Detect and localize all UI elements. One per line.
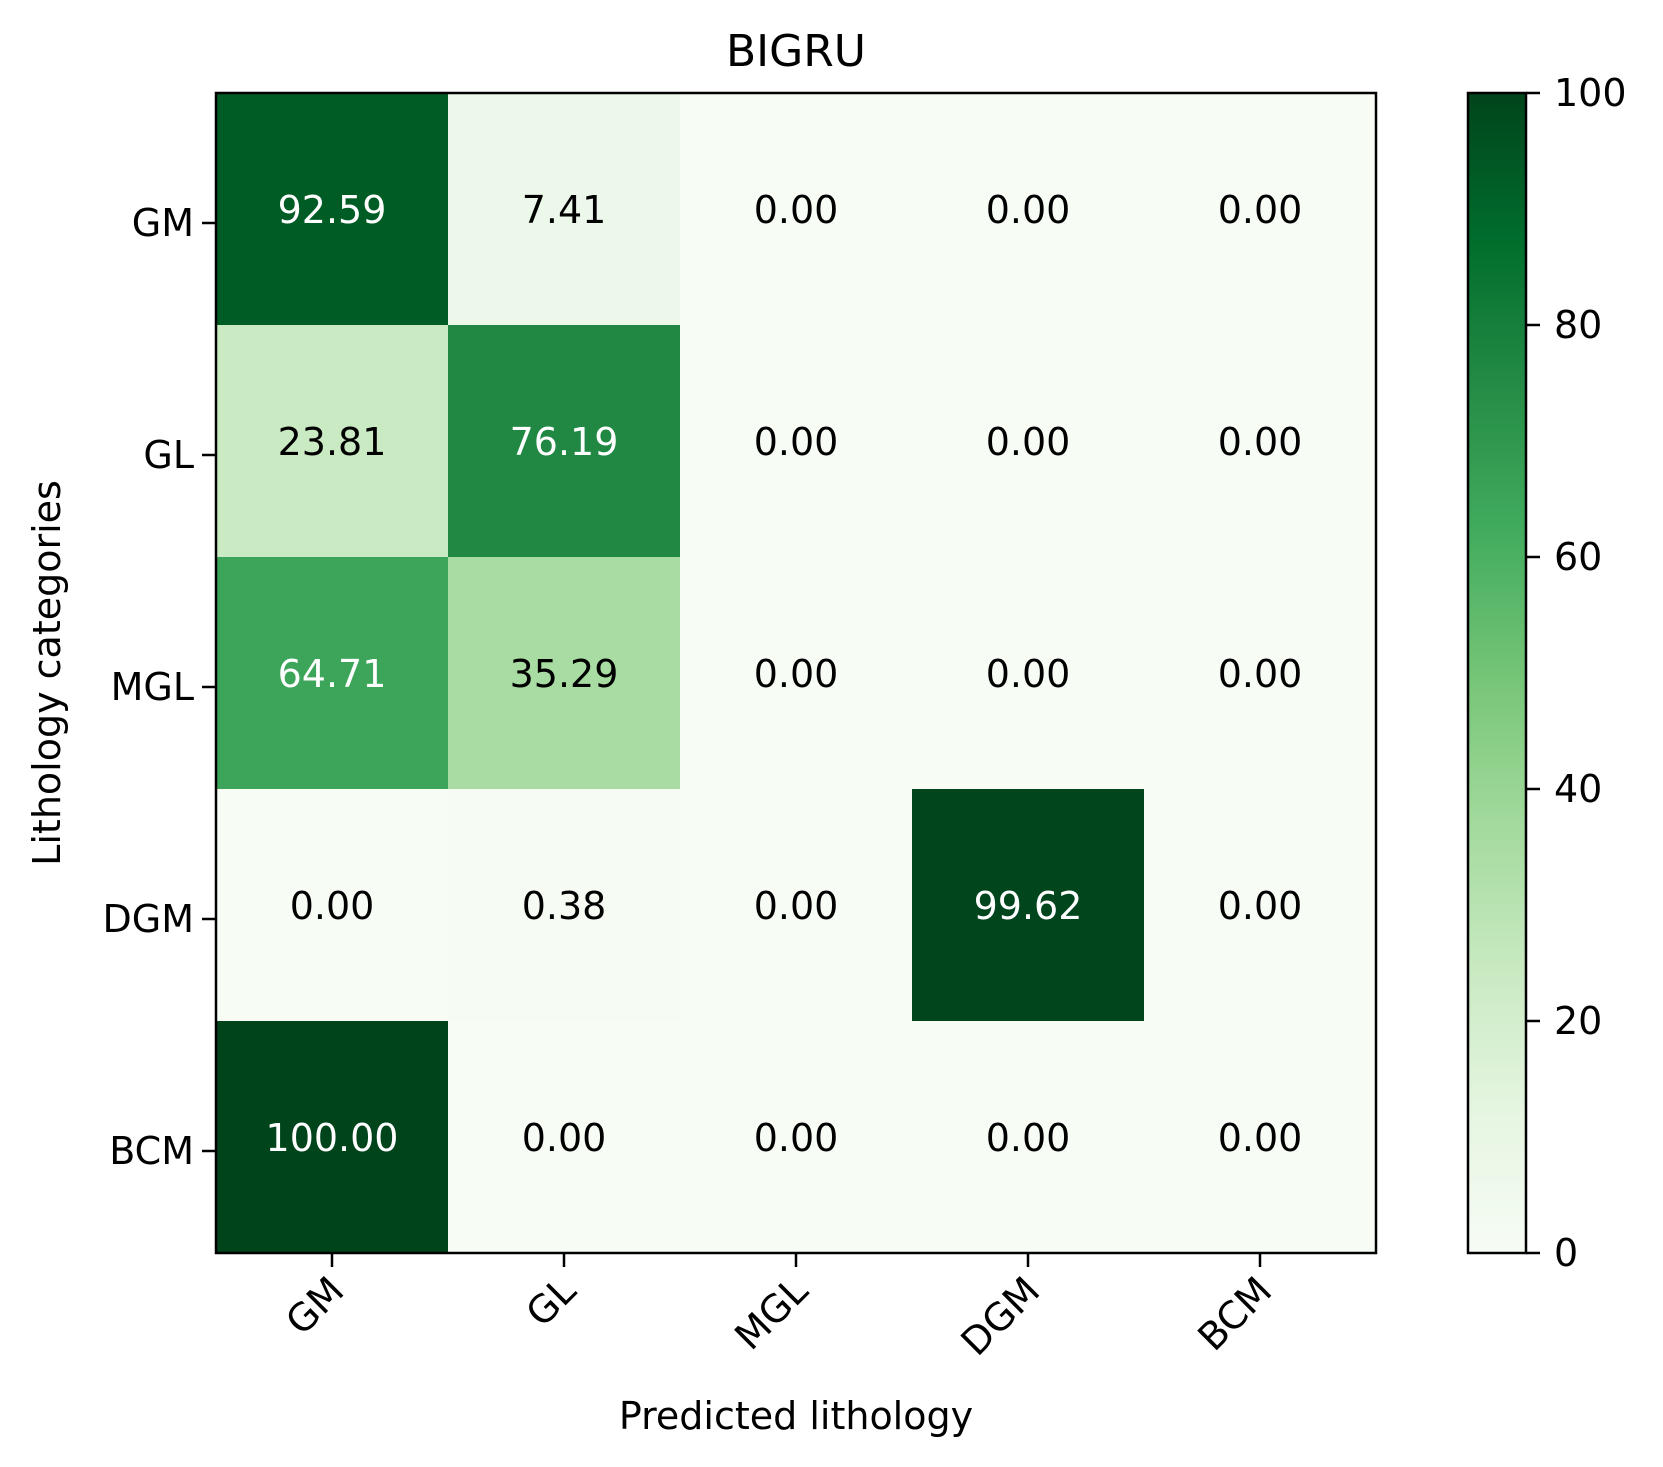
cell-value-label: 0.00 [986,1116,1071,1160]
colorbar-tick-label: 100 [1554,71,1627,115]
cell-value-label: 0.00 [290,884,375,928]
x-tick-label: MGL [726,1268,816,1358]
x-tick-label: GM [277,1268,352,1343]
y-axis-label: Lithology categories [25,480,69,866]
x-tick-label: BCM [1189,1268,1280,1359]
cell-value-label: 0.00 [754,652,839,696]
cell-value-label: 35.29 [510,652,619,696]
heatmap-cell [216,789,449,1022]
colorbar-tick-label: 20 [1554,999,1602,1043]
cell-value-label: 0.00 [1218,884,1303,928]
colorbar-tick-label: 0 [1554,1231,1578,1275]
cell-value-label: 0.00 [986,188,1071,232]
heatmap-cell [448,557,681,790]
heatmap-cell [1144,789,1377,1022]
cell-value-label: 7.41 [522,188,607,232]
cell-value-label: 0.00 [1218,1116,1303,1160]
x-axis-label: Predicted lithology [619,1394,973,1438]
colorbar-tick-label: 40 [1554,767,1602,811]
colorbar-tick-label: 60 [1554,535,1602,579]
heatmap-cell [1144,93,1377,326]
y-tick-label: DGM [103,897,195,941]
heatmap-cell [680,325,913,558]
cell-value-label: 0.00 [986,652,1071,696]
colorbar [1468,93,1526,1253]
cell-value-label: 0.00 [754,420,839,464]
cell-value-label: 23.81 [278,420,387,464]
x-axis: GM GL MGL DGM BCM [277,1253,1280,1364]
heatmap-cell [912,325,1145,558]
cell-value-label: 64.71 [278,652,387,696]
heatmap-cell [680,1021,913,1254]
colorbar-frame [1466,91,1528,1255]
cell-value-label: 100.00 [266,1116,399,1160]
cell-value-label: 0.00 [522,1116,607,1160]
cell-value-label: 0.00 [1218,420,1303,464]
heatmap-cell [1144,325,1377,558]
heatmap-cell [216,1021,449,1254]
cell-value-label: 76.19 [510,420,619,464]
heatmap-cell [216,93,449,326]
colorbar-ticks: 0 20 40 60 80 100 [1526,71,1627,1275]
heatmap-cell [1144,557,1377,790]
heatmap-cell [912,789,1145,1022]
x-tick-label: DGM [953,1268,1049,1364]
cell-value-label: 0.38 [522,884,607,928]
heatmap-cell [1144,1021,1377,1254]
heatmap-cell [448,325,681,558]
chart-title: BIGRU [726,26,866,77]
y-tick-label: BCM [109,1129,194,1173]
heatmap-cell [680,93,913,326]
cell-value-label: 0.00 [1218,652,1303,696]
cell-value-label: 0.00 [754,1116,839,1160]
heatmap-cell [448,789,681,1022]
cell-value-label: 0.00 [1218,188,1303,232]
y-axis: GM GL MGL DGM BCM [103,201,216,1173]
heatmap-cell [912,1021,1145,1254]
heatmap-cell [680,557,913,790]
x-tick-label: GL [517,1268,584,1335]
y-tick-label: MGL [111,665,194,709]
heatmap-cells [216,93,1377,1254]
heatmap-cell [912,557,1145,790]
cell-value-label: 0.00 [986,420,1071,464]
cell-value-label: 0.00 [754,188,839,232]
heatmap-cell [448,1021,681,1254]
heatmap-cell [216,325,449,558]
heatmap-cell-labels: 92.59 7.41 0.00 0.00 0.00 23.81 76.19 0.00 0.00 0… [266,188,1303,1160]
heatmap-cell [216,557,449,790]
cell-value-label: 92.59 [278,188,387,232]
y-tick-label: GL [143,433,194,477]
cell-value-label: 99.62 [974,884,1083,928]
cell-value-label: 0.00 [754,884,839,928]
colorbar-tick-label: 80 [1554,303,1602,347]
heatmap-cell [448,93,681,326]
y-tick-label: GM [132,201,194,245]
heatmap-cell [680,789,913,1022]
heatmap-cell [912,93,1145,326]
